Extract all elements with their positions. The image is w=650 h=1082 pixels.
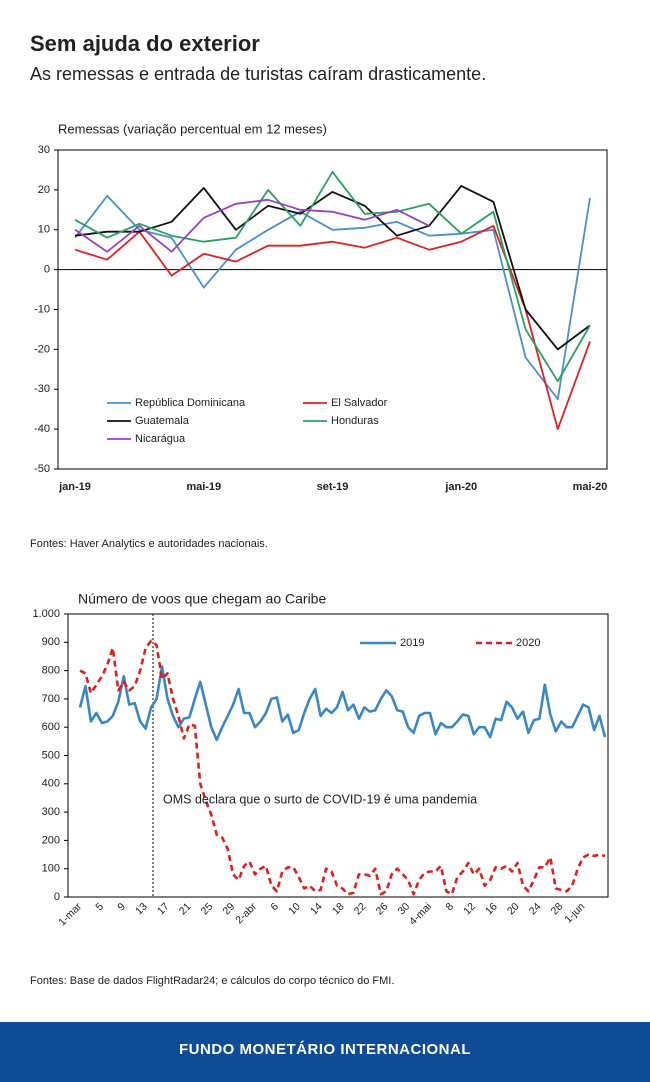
footer-bar (0, 1022, 650, 1082)
x-tick-label: 25 (199, 900, 216, 917)
y-tick-label: 200 (42, 834, 60, 846)
x-tick-label: 12 (461, 900, 478, 917)
series-line (78, 665, 607, 742)
y-tick-label: -50 (34, 463, 50, 475)
legend-label: Nicarágua (135, 433, 186, 445)
y-tick-label: 700 (42, 693, 60, 705)
x-tick-label: 8 (443, 900, 456, 913)
plot-frame (67, 613, 609, 898)
x-tick-label: 24 (527, 900, 544, 917)
x-tick-label: jan-19 (58, 481, 91, 493)
x-tick-label: 17 (155, 900, 172, 917)
legend-label: 2019 (400, 637, 424, 649)
source-note: Fontes: Base de dados FlightRadar24; e c… (30, 975, 394, 987)
y-tick-label: 0 (54, 891, 60, 903)
page-title: Sem ajuda do exterior (30, 31, 260, 56)
legend-label: El Salvador (331, 397, 388, 409)
y-tick-label: 500 (42, 749, 60, 761)
series-line (79, 639, 606, 896)
x-tick-label: 9 (115, 900, 128, 913)
x-tick-label: 22 (352, 900, 369, 917)
x-tick-label: 2-abr (233, 900, 259, 926)
y-tick-label: 400 (42, 778, 60, 790)
y-tick-label: 1.000 (32, 608, 60, 620)
x-tick-label: jan-20 (444, 481, 477, 493)
x-tick-label: mai-20 (573, 481, 608, 493)
y-tick-label: -10 (34, 303, 50, 315)
y-tick-label: 10 (38, 224, 50, 236)
y-tick-label: -20 (34, 343, 50, 355)
x-tick-label: 18 (330, 900, 347, 917)
x-tick-label: 5 (93, 900, 106, 913)
page-subtitle: As remessas e entrada de turistas caíram… (30, 64, 486, 84)
legend-label: 2020 (516, 637, 540, 649)
y-tick-label: 20 (38, 184, 50, 196)
chart-title: Número de voos que chegam ao Caribe (78, 591, 326, 607)
y-tick-label: 0 (44, 264, 50, 276)
series-line (74, 195, 591, 401)
series-line (74, 171, 591, 383)
annotation: OMS declara que o surto de COVID-19 é um… (163, 792, 477, 806)
x-tick-label: 16 (483, 900, 500, 917)
legend-label: Guatemala (135, 415, 190, 427)
x-tick-label: 14 (308, 900, 325, 917)
x-tick-label: 20 (505, 900, 522, 917)
y-tick-label: 900 (42, 636, 60, 648)
series-line (74, 185, 591, 351)
x-tick-label: 30 (395, 900, 412, 917)
x-tick-label: 1-jun (562, 900, 587, 925)
chart-title: Remessas (variação percentual em 12 mese… (58, 121, 327, 136)
source-note: Fontes: Haver Analytics e autoridades na… (30, 538, 268, 550)
x-tick-label: 1-mar (56, 900, 84, 928)
x-tick-label: 10 (286, 900, 303, 917)
x-tick-label: mai-19 (186, 481, 221, 493)
y-tick-label: 600 (42, 721, 60, 733)
y-tick-label: 30 (38, 144, 50, 156)
y-tick-label: 300 (42, 806, 60, 818)
series-line (74, 198, 430, 253)
legend-label: Honduras (331, 415, 379, 427)
x-tick-label: set-19 (317, 481, 349, 493)
y-tick-label: 800 (42, 665, 60, 677)
x-tick-label: 13 (133, 900, 150, 917)
y-tick-label: -30 (34, 383, 50, 395)
x-tick-label: 21 (177, 900, 194, 917)
x-tick-label: 26 (374, 900, 391, 917)
y-tick-label: 100 (42, 863, 60, 875)
x-tick-label: 6 (268, 900, 281, 913)
x-tick-label: 4-mai (407, 901, 434, 928)
footer-text: FUNDO MONETÁRIO INTERNACIONAL (179, 1041, 471, 1058)
legend-label: República Dominicana (135, 397, 246, 409)
x-tick-label: 28 (549, 900, 566, 917)
x-tick-label: 29 (220, 900, 237, 917)
y-tick-label: -40 (34, 423, 50, 435)
